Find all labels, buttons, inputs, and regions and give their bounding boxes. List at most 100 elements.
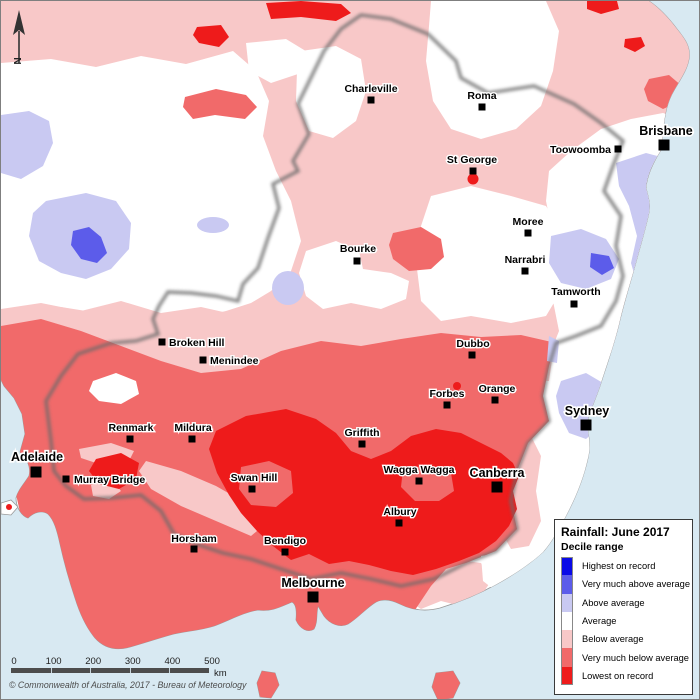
scale-tick-label: 200 bbox=[85, 656, 102, 667]
legend-swatch bbox=[561, 648, 573, 667]
scale-tick-label: 300 bbox=[124, 656, 141, 667]
region-very-much-below-northwest-blob bbox=[183, 89, 257, 119]
city-marker bbox=[443, 401, 451, 409]
city-marker bbox=[395, 519, 403, 527]
city-marker bbox=[580, 419, 592, 431]
city-melbourne: Melbourne bbox=[280, 574, 346, 603]
city-st-george: St George bbox=[446, 153, 499, 175]
city-marker bbox=[281, 548, 289, 556]
legend-swatch bbox=[561, 593, 573, 612]
city-marker bbox=[190, 545, 198, 553]
scale-bar-bar bbox=[11, 668, 209, 673]
legend-label: Very much above average bbox=[582, 579, 691, 590]
city-label: Melbourne bbox=[281, 576, 344, 590]
legend-row: Highest on record bbox=[561, 557, 686, 576]
legend-title: Rainfall: June 2017 bbox=[561, 525, 670, 539]
city-marker bbox=[614, 145, 622, 153]
city-label: Bendigo bbox=[264, 535, 306, 547]
region-lowest-core bbox=[209, 409, 519, 575]
scale-tick-label: 100 bbox=[45, 656, 62, 667]
legend-label: Lowest on record bbox=[582, 670, 654, 681]
city-marker bbox=[62, 475, 70, 483]
region-lowest-adelaide-hills bbox=[89, 453, 139, 489]
city-layer: Charleville Roma St George Toowoomba Brisban… bbox=[9, 82, 694, 603]
city-marker bbox=[158, 338, 166, 346]
legend-label: Very much below average bbox=[582, 652, 689, 663]
scale-bar-unit: km bbox=[214, 668, 227, 679]
city-marker bbox=[188, 435, 196, 443]
legend-row: Very much above average bbox=[561, 575, 690, 594]
legend-rows: Highest on record Very much above average… bbox=[561, 557, 690, 686]
region-lowest-topright-2 bbox=[624, 37, 645, 52]
region-lowest-forbes-spot bbox=[453, 382, 461, 390]
city-marker bbox=[358, 440, 366, 448]
region-lowest-st-george-spot bbox=[467, 173, 479, 185]
legend-row: Very much below average bbox=[561, 648, 689, 667]
legend-row: Above average bbox=[561, 593, 686, 612]
region-average-moree bbox=[416, 186, 561, 323]
city-label: Moree bbox=[513, 216, 544, 228]
legend-label: Below average bbox=[582, 634, 644, 645]
scale-bar: 0 100 200 300 400 500 km bbox=[11, 656, 241, 679]
city-label: Canberra bbox=[470, 466, 526, 480]
legend-label: Above average bbox=[582, 597, 645, 608]
city-label: Roma bbox=[467, 90, 496, 102]
region-above-average-small bbox=[197, 217, 229, 233]
city-label: Bourke bbox=[340, 243, 376, 255]
region-average-south-of-bourke bbox=[299, 241, 409, 309]
city-marker bbox=[353, 257, 361, 265]
scale-tick-label: 0 bbox=[11, 656, 17, 667]
city-marker bbox=[658, 139, 670, 151]
city-menindee: Menindee bbox=[199, 354, 260, 368]
legend-subtitle: Decile range bbox=[561, 541, 624, 553]
city-marker bbox=[367, 96, 375, 104]
city-label: Toowoomba bbox=[550, 144, 611, 156]
legend-row: Lowest on record bbox=[561, 666, 686, 686]
region-average-qld-centre bbox=[426, 1, 559, 139]
city-canberra: Canberra bbox=[468, 464, 527, 493]
city-label: Wagga Wagga bbox=[384, 464, 455, 476]
city-charleville: Charleville bbox=[343, 82, 399, 104]
region-very-much-below-flinders-island bbox=[431, 669, 461, 699]
legend-swatch bbox=[561, 611, 573, 631]
city-label: Swan Hill bbox=[231, 472, 278, 484]
city-horsham: Horsham bbox=[170, 532, 218, 553]
city-label: Mildura bbox=[174, 422, 211, 434]
city-label: Brisbane bbox=[639, 124, 693, 138]
city-wagga-wagga: Wagga Wagga bbox=[382, 463, 456, 485]
copyright-text: © Commonwealth of Australia, 2017 - Bure… bbox=[9, 680, 247, 690]
region-below-average-coorong-band bbox=[139, 461, 263, 536]
region-lowest-top-edge bbox=[266, 1, 351, 21]
city-marker bbox=[570, 300, 578, 308]
city-griffith: Griffith bbox=[343, 426, 381, 448]
city-tamworth: Tamworth bbox=[550, 285, 602, 308]
region-lowest-topright-1 bbox=[587, 1, 619, 14]
city-label: Murray Bridge bbox=[74, 474, 145, 486]
city-label: Charleville bbox=[344, 83, 397, 95]
city-marker bbox=[415, 477, 423, 485]
city-renmark: Renmark bbox=[107, 421, 155, 443]
city-marker bbox=[491, 481, 503, 493]
city-label: Renmark bbox=[109, 422, 154, 434]
region-very-much-below-swanhill-island bbox=[239, 461, 293, 507]
region-lowest-kangaroo-spot bbox=[6, 504, 12, 510]
city-label: Broken Hill bbox=[169, 337, 225, 349]
city-sydney: Sydney bbox=[563, 402, 611, 431]
city-toowoomba: Toowoomba bbox=[549, 143, 622, 157]
region-above-average-bourke-sw bbox=[272, 271, 304, 305]
city-marker bbox=[468, 351, 476, 359]
legend-row: Average bbox=[561, 611, 686, 631]
city-bourke: Bourke bbox=[339, 242, 378, 265]
region-very-much-below-bourke bbox=[389, 227, 444, 271]
city-murray-bridge: Murray Bridge bbox=[62, 473, 147, 487]
scale-tick-label: 400 bbox=[164, 656, 181, 667]
city-marker bbox=[521, 267, 529, 275]
city-roma: Roma bbox=[466, 89, 498, 111]
region-average-northwest bbox=[1, 51, 301, 327]
city-marker bbox=[491, 396, 499, 404]
city-label: Albury bbox=[383, 506, 416, 518]
scale-tick-label: 500 bbox=[204, 656, 220, 667]
city-marker bbox=[126, 435, 134, 443]
